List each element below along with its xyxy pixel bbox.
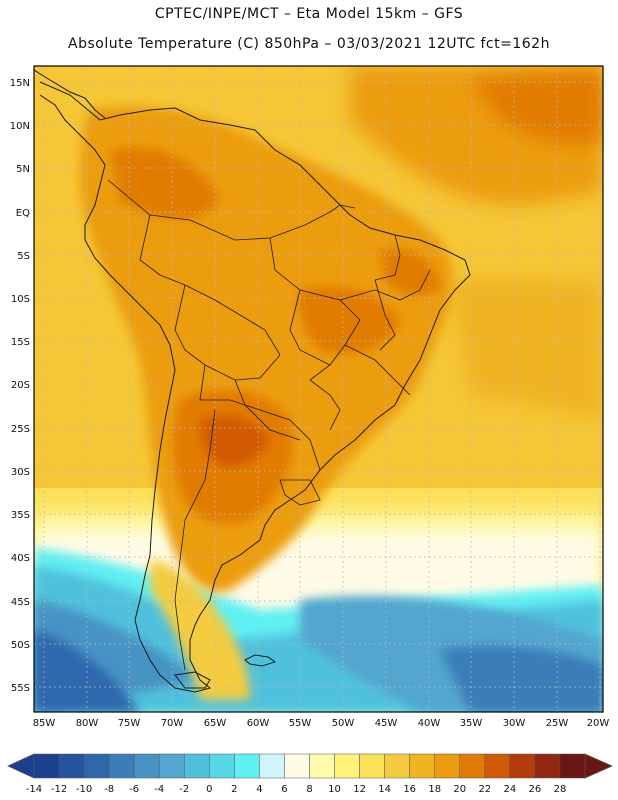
lon-label: 20W: [587, 718, 610, 729]
field-continent-warm: [80, 106, 453, 592]
colorbar-label: 26: [529, 784, 542, 795]
lon-label: 80W: [76, 718, 99, 729]
field-warm-south-atlantic: [450, 277, 603, 420]
colorbar-label: -4: [154, 784, 164, 795]
colorbar-swatch: [184, 753, 210, 779]
lat-label: 5N: [16, 164, 30, 175]
lon-label: 70W: [161, 718, 184, 729]
lon-label: 25W: [546, 718, 569, 729]
field-ne-brazil-warm: [380, 249, 440, 296]
lon-label: 45W: [375, 718, 398, 729]
colorbar-label: 18: [428, 784, 441, 795]
colorbar-swatch: [509, 753, 536, 779]
colorbar-label: -10: [76, 784, 92, 795]
lat-label: 55S: [11, 683, 30, 694]
lon-label: 75W: [118, 718, 141, 729]
field-argentina-core: [200, 416, 270, 467]
lon-label: 55W: [289, 718, 312, 729]
lat-label: 25S: [11, 424, 30, 435]
south-america-outline: [39, 81, 471, 693]
map-frame: [33, 65, 604, 713]
field-andes-north-warm: [110, 147, 220, 219]
colorbar-label: 2: [231, 784, 237, 795]
colorbar-label: 16: [403, 784, 416, 795]
lon-label: 60W: [247, 718, 270, 729]
colorbar-label: 8: [306, 784, 312, 795]
lat-label: 20S: [11, 380, 30, 391]
lat-label: 30S: [11, 467, 30, 478]
colorbar-label: 10: [328, 784, 341, 795]
lat-label: 40S: [11, 553, 30, 564]
lon-label: 50W: [332, 718, 355, 729]
lat-label: 35S: [11, 510, 30, 521]
temperature-field: [34, 66, 603, 712]
colorbar-swatch: [334, 753, 360, 779]
colorbar-swatch: [409, 753, 435, 779]
lon-label: 40W: [418, 718, 441, 729]
colorbar-label: 28: [554, 784, 567, 795]
lon-label: 65W: [204, 718, 227, 729]
lon-label: 30W: [503, 718, 526, 729]
colorbar-swatch: [58, 753, 85, 779]
colorbar-label: -14: [26, 784, 42, 795]
lon-labels: 85W 80W 75W 70W 65W 60W 55W 50W 45W 40W …: [33, 718, 610, 729]
lat-label: 10N: [10, 121, 30, 132]
lat-label: 15N: [10, 78, 30, 89]
colorbar-label: -2: [179, 784, 189, 795]
lat-label: 10S: [11, 294, 30, 305]
field-warm-north-atlantic-core: [470, 70, 603, 144]
colorbar-label: 12: [353, 784, 366, 795]
colorbar-swatch: [133, 753, 160, 779]
colorbar-label: 4: [256, 784, 262, 795]
colorbar-right-arrow: [584, 753, 613, 779]
lat-label: EQ: [16, 208, 30, 219]
falkland-islands: [244, 654, 277, 667]
colorbar-swatch: [284, 753, 310, 779]
colorbar-label: 22: [478, 784, 491, 795]
lat-label: 45S: [11, 597, 30, 608]
colorbar-label: 24: [503, 784, 516, 795]
colorbar-swatch: [359, 753, 385, 779]
central-america-outline: [34, 69, 106, 119]
field-cold-se: [440, 645, 603, 712]
colorbar-swatch: [209, 753, 235, 779]
map-title-line2: Absolute Temperature (C) 850hPa – 03/03/…: [68, 36, 550, 52]
colorbar: -14 -12 -10 -8 -6 -4 -2 0 2 4 6 8 10 12 14 16 18 20 22 24 26…: [7, 753, 613, 795]
colorbar-swatch: [108, 753, 135, 779]
coastlines: [34, 69, 471, 693]
colorbar-swatch: [434, 753, 461, 779]
tierra-del-fuego: [174, 671, 211, 689]
colorbar-label: 14: [378, 784, 391, 795]
colorbar-left-arrow: [7, 753, 35, 779]
country-borders: [107, 179, 431, 671]
lat-label: 5S: [17, 251, 30, 262]
colorbar-label: 6: [281, 784, 287, 795]
field-patagonia-plume: [150, 560, 250, 700]
colorbar-swatch: [309, 753, 335, 779]
lat-labels: 15N 10N 5N EQ 5S 10S 15S 20S 25S 30S 35S…: [10, 78, 30, 694]
lon-label: 35W: [460, 718, 483, 729]
colorbar-swatch: [534, 753, 561, 779]
colorbar-swatch: [234, 753, 260, 779]
lat-label: 15S: [11, 337, 30, 348]
lon-label: 85W: [33, 718, 56, 729]
map-title-line1: CPTEC/INPE/MCT – Eta Model 15km – GFS: [154, 6, 464, 22]
colorbar-swatch: [484, 753, 511, 779]
colorbar-label: -8: [104, 784, 114, 795]
field-central-brazil-warm: [298, 286, 400, 354]
colorbar-swatch: [259, 753, 285, 779]
colorbar-swatch: [158, 753, 185, 779]
colorbar-swatch: [33, 753, 60, 779]
lat-label: 50S: [11, 640, 30, 651]
colorbar-swatch: [459, 753, 486, 779]
colorbar-label: 0: [206, 784, 212, 795]
colorbar-swatch: [559, 753, 586, 779]
colorbar-label: 20: [453, 784, 466, 795]
colorbar-swatch: [384, 753, 410, 779]
colorbar-swatch: [83, 753, 110, 779]
colorbar-label: -12: [51, 784, 67, 795]
colorbar-label: -6: [129, 784, 139, 795]
